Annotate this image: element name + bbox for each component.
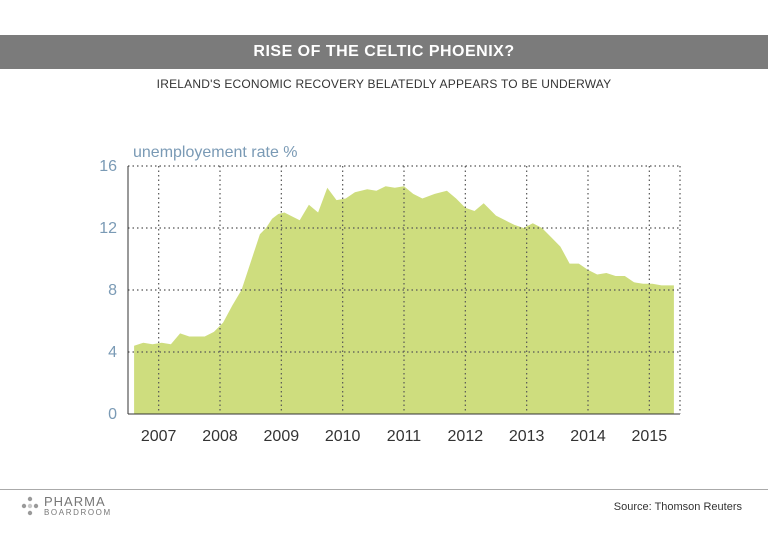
x-tick-label: 2009 [264, 428, 300, 445]
chart-subtitle: IRELAND'S ECONOMIC RECOVERY BELATEDLY AP… [156, 77, 612, 91]
chart-title: RISE OF THE CELTIC PHOENIX? [253, 43, 515, 60]
logo-text-boardroom: BOARDROOM [44, 508, 112, 517]
y-tick-label: 16 [99, 158, 117, 175]
x-tick-label: 2013 [509, 428, 545, 445]
unemployment-area [134, 186, 674, 414]
x-tick-label: 2014 [570, 428, 606, 445]
y-tick-label: 0 [108, 406, 117, 423]
y-tick-label: 12 [99, 220, 117, 237]
footer-divider [0, 489, 768, 490]
x-tick-label: 2010 [325, 428, 361, 445]
x-tick-label: 2011 [387, 428, 422, 445]
x-tick-label: 2007 [141, 428, 177, 445]
logo-text-pharma: PHARMA [44, 494, 106, 509]
y-axis-label: unemployement rate % [133, 144, 298, 161]
x-tick-label: 2015 [632, 428, 668, 445]
source-credit: Source: Thomson Reuters [613, 501, 742, 513]
pharma-boardroom-logo: PHARMA BOARDROOM [20, 494, 112, 518]
chart-title-bar: RISE OF THE CELTIC PHOENIX? [0, 35, 768, 69]
y-tick-label: 4 [108, 344, 117, 361]
x-tick-label: 2008 [202, 428, 238, 445]
y-tick-label: 8 [108, 282, 117, 299]
x-tick-label: 2012 [448, 428, 484, 445]
logo-mark-icon [21, 496, 39, 516]
